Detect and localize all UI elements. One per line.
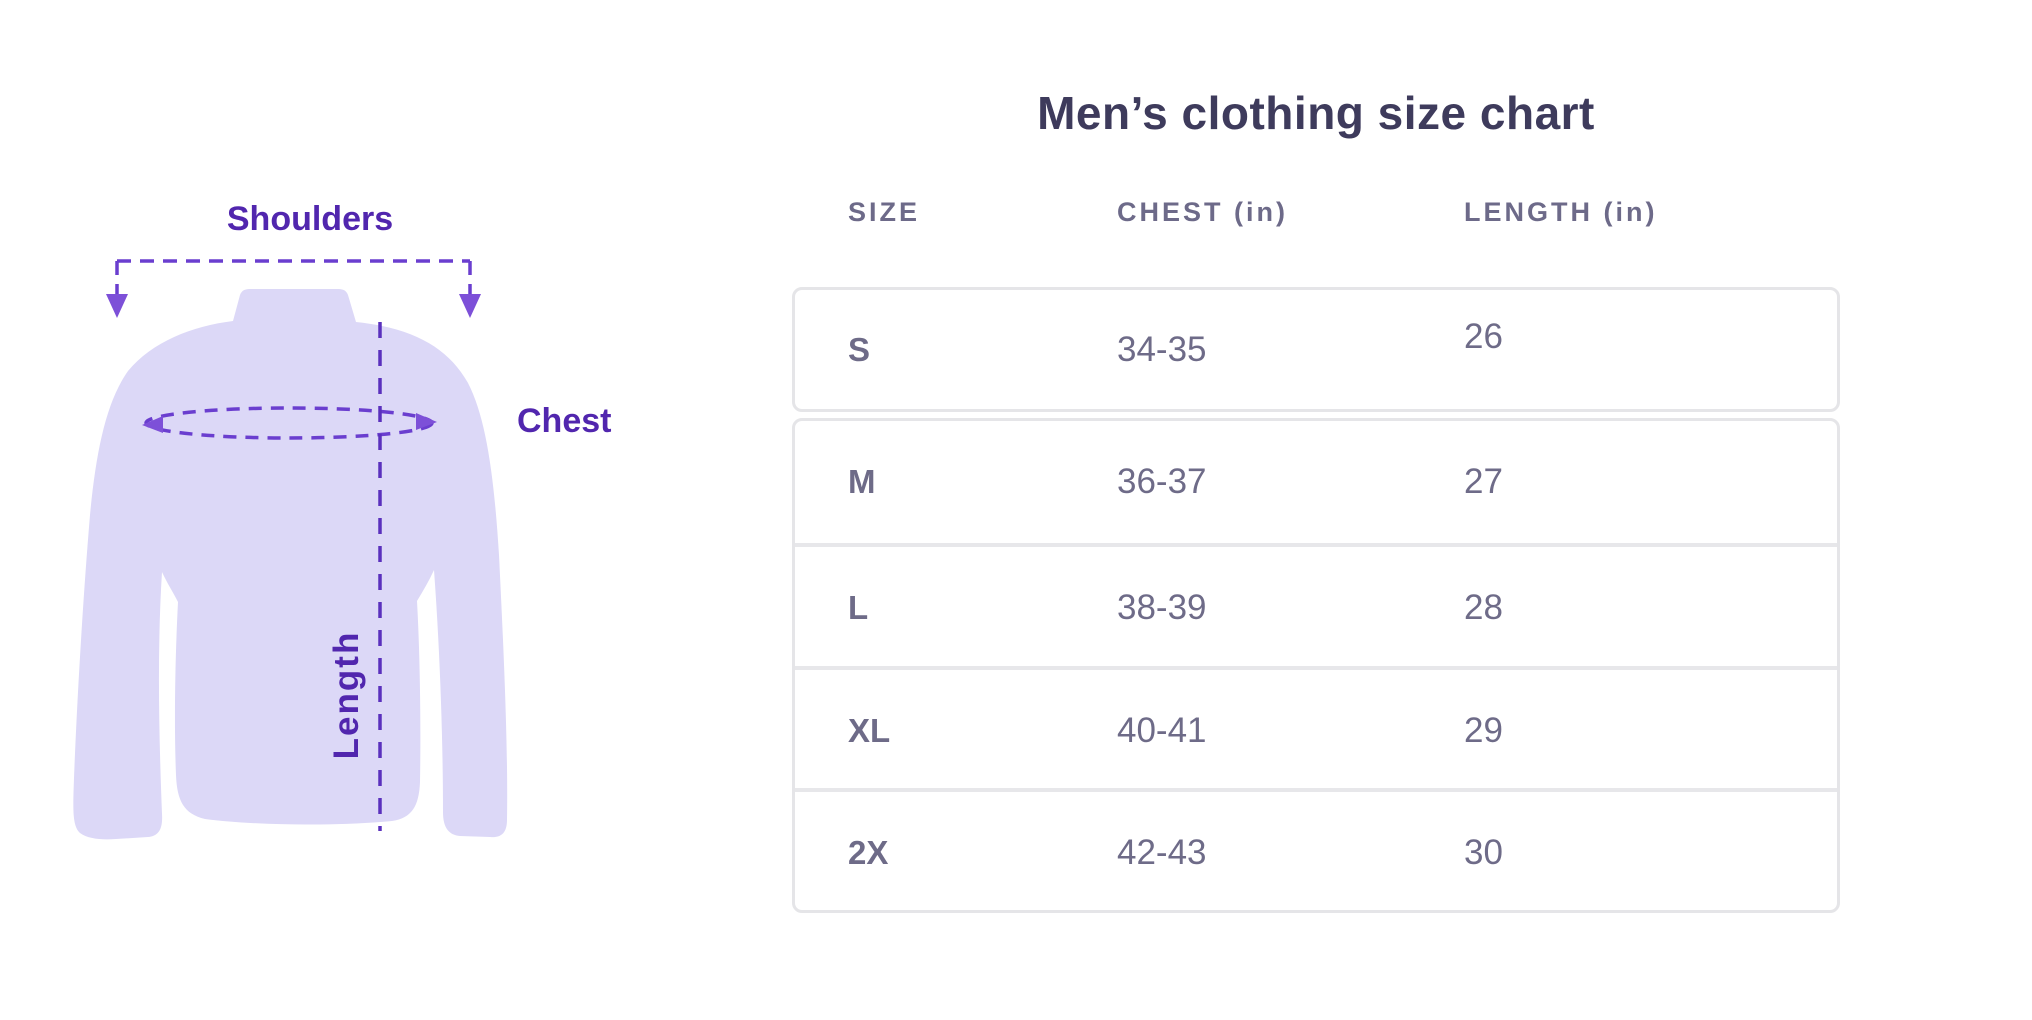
column-header-chest: CHEST (in) <box>1117 196 1288 227</box>
length-value: 30 <box>1464 832 1503 872</box>
table-row: L 38-39 28 <box>795 543 1837 669</box>
length-value: 28 <box>1464 588 1503 628</box>
chart-title: Men’s clothing size chart <box>1037 87 1595 139</box>
table-box-size-s: S 34-35 26 <box>792 287 1840 412</box>
shoulders-label: Shoulders <box>226 200 394 238</box>
table-row: 2X 42-43 30 <box>795 787 1837 914</box>
size-chart-panel: Men’s clothing size chart SIZE CHEST (in… <box>792 0 1840 1020</box>
shoulder-arrowhead-left-icon <box>106 294 128 318</box>
table-row: M 36-37 27 <box>795 421 1837 543</box>
chest-value: 40-41 <box>1117 710 1207 750</box>
chest-arrowhead-left-icon <box>142 416 163 433</box>
table-row: S 34-35 26 <box>795 290 1837 409</box>
chest-label: Chest <box>517 402 612 440</box>
shirt-diagram <box>73 259 508 840</box>
shirt-silhouette <box>73 289 508 840</box>
column-header-length: LENGTH (in) <box>1464 196 1658 227</box>
shoulders-measure-arrows <box>115 259 472 295</box>
size-value: M <box>848 463 876 501</box>
table-header-row: SIZE CHEST (in) LENGTH (in) <box>795 194 1837 230</box>
chest-value: 36-37 <box>1117 462 1207 502</box>
chest-arrowhead-right-icon <box>416 413 437 430</box>
table-box-other-sizes: M 36-37 27 L 38-39 28 XL 40-41 29 2X 42-… <box>792 418 1840 913</box>
shoulder-arrowhead-right-icon <box>459 294 481 318</box>
table-row: XL 40-41 29 <box>795 665 1837 792</box>
length-value: 27 <box>1464 462 1503 502</box>
size-value: L <box>848 589 869 627</box>
column-header-size: SIZE <box>848 196 921 227</box>
length-value: 29 <box>1464 710 1503 750</box>
size-value: 2X <box>848 833 889 871</box>
size-value: XL <box>848 711 891 749</box>
chest-value: 34-35 <box>1117 329 1207 369</box>
size-value: S <box>848 330 871 368</box>
chest-value: 38-39 <box>1117 588 1207 628</box>
chest-value: 42-43 <box>1117 832 1207 872</box>
length-value: 26 <box>1464 316 1503 356</box>
length-label: Length <box>327 630 366 760</box>
